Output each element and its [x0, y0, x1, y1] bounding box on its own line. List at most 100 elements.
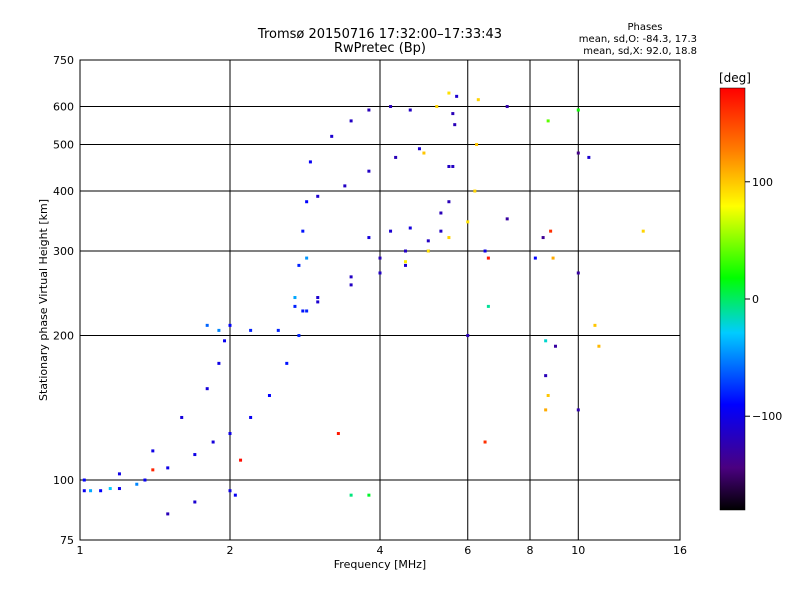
data-point — [367, 493, 371, 497]
x-tick-labels: 1 2 4 6 8 10 16 — [77, 544, 688, 557]
data-point — [593, 323, 597, 327]
data-point — [435, 105, 439, 109]
x-tick-label: 2 — [227, 544, 234, 557]
data-point — [117, 487, 121, 491]
data-point — [447, 200, 451, 204]
data-point — [249, 328, 253, 332]
y-tick-label: 100 — [53, 474, 74, 487]
data-point — [367, 236, 371, 240]
data-point — [408, 108, 412, 112]
data-point — [576, 151, 580, 155]
x-axis-title: Frequency [MHz] — [334, 558, 426, 571]
data-point — [505, 217, 509, 221]
data-point — [151, 468, 155, 472]
data-point — [349, 493, 353, 497]
x-tick-label: 4 — [377, 544, 384, 557]
data-point — [180, 415, 184, 419]
data-point — [349, 119, 353, 123]
data-point — [217, 328, 221, 332]
data-point — [336, 432, 340, 436]
data-point — [301, 229, 305, 233]
data-point — [483, 440, 487, 444]
data-point — [533, 256, 537, 260]
data-point — [293, 296, 297, 300]
data-point — [151, 449, 155, 453]
data-point — [597, 344, 601, 348]
data-point — [587, 155, 591, 159]
data-point — [135, 482, 139, 486]
data-point — [486, 304, 490, 308]
data-point — [82, 478, 86, 482]
data-point — [316, 194, 320, 198]
data-point — [117, 472, 121, 476]
data-point — [217, 361, 221, 365]
data-point — [228, 432, 232, 436]
x-tick-label: 1 — [77, 544, 84, 557]
data-point — [439, 211, 443, 215]
data-point — [249, 415, 253, 419]
data-point — [551, 256, 555, 260]
data-point — [546, 119, 550, 123]
colorbar-tick-label: 100 — [752, 176, 773, 189]
data-point — [305, 256, 309, 260]
data-point — [544, 408, 548, 412]
data-point — [316, 296, 320, 300]
data-point — [316, 300, 320, 304]
data-point — [205, 387, 209, 391]
data-point — [505, 105, 509, 109]
data-point — [453, 123, 457, 127]
data-point — [553, 344, 557, 348]
data-point — [293, 304, 297, 308]
data-point — [544, 374, 548, 378]
data-point — [576, 408, 580, 412]
y-tick-labels: 75 100 200 300 400 500 600 750 — [53, 54, 74, 547]
data-point — [89, 489, 93, 493]
data-point — [349, 283, 353, 287]
data-point — [473, 189, 477, 193]
data-point — [378, 271, 382, 275]
data-point — [193, 500, 197, 504]
data-point — [308, 160, 312, 164]
data-point — [166, 466, 170, 470]
data-point — [305, 200, 309, 204]
y-tick-label: 75 — [60, 534, 74, 547]
data-point — [466, 220, 470, 224]
x-tick-label: 10 — [571, 544, 585, 557]
colorbar — [719, 87, 746, 511]
data-point — [541, 236, 545, 240]
data-point — [223, 339, 227, 343]
data-point — [576, 271, 580, 275]
data-point — [422, 151, 426, 155]
colorbar-ticks: 100 0 −100 — [745, 176, 782, 423]
data-point — [426, 249, 430, 253]
y-tick-label: 300 — [53, 245, 74, 258]
colorbar-tick-label: −100 — [752, 410, 782, 423]
data-point — [305, 309, 309, 313]
data-point — [389, 229, 393, 233]
data-point — [228, 489, 232, 493]
data-point — [544, 339, 548, 343]
plot-frame — [79, 59, 681, 541]
data-point — [239, 458, 243, 462]
data-point — [143, 478, 147, 482]
data-point — [417, 147, 421, 151]
data-point — [483, 249, 487, 253]
y-tick-label: 400 — [53, 185, 74, 198]
data-point — [455, 94, 459, 98]
data-point — [447, 164, 451, 168]
data-point — [451, 112, 455, 116]
data-point — [389, 105, 393, 109]
data-point — [641, 229, 645, 233]
data-point — [211, 440, 215, 444]
data-point — [193, 453, 197, 457]
x-tick-label: 16 — [673, 544, 687, 557]
data-point — [408, 226, 412, 230]
data-point — [297, 334, 301, 338]
data-point — [549, 229, 553, 233]
data-point — [403, 249, 407, 253]
y-tick-label: 600 — [53, 101, 74, 114]
data-point — [367, 108, 371, 112]
data-point — [82, 489, 86, 493]
data-point — [228, 323, 232, 327]
